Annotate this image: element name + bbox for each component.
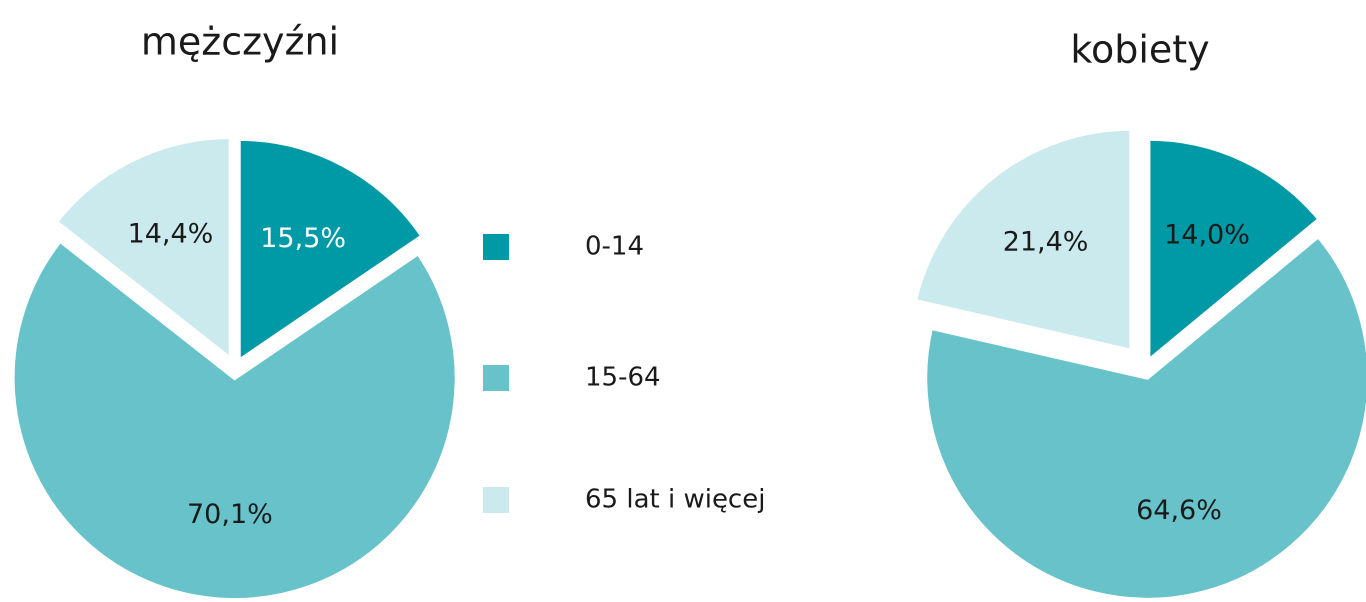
pie-slice [236, 136, 426, 365]
pie-slice [53, 135, 233, 364]
chart-title: mężczyźni [141, 20, 339, 64]
legend-swatch [483, 365, 509, 391]
pie-slice [912, 126, 1134, 354]
legend-swatch [483, 234, 509, 260]
data-label: 14,0% [1164, 220, 1250, 251]
legend-label: 65 lat i więcej [585, 485, 765, 515]
data-label: 15,5% [260, 223, 346, 254]
pie-slice [1146, 136, 1323, 366]
chart-title: kobiety [1070, 28, 1209, 72]
pie-slice [10, 238, 459, 602]
legend-label: 15-64 [585, 363, 661, 393]
legend-label: 0-14 [585, 232, 644, 262]
legend-swatch [483, 487, 509, 513]
data-label: 70,1% [187, 499, 273, 530]
pie-slice [923, 233, 1366, 602]
data-label: 21,4% [1003, 227, 1089, 258]
data-label: 14,4% [128, 219, 214, 250]
data-label: 64,6% [1136, 495, 1222, 526]
